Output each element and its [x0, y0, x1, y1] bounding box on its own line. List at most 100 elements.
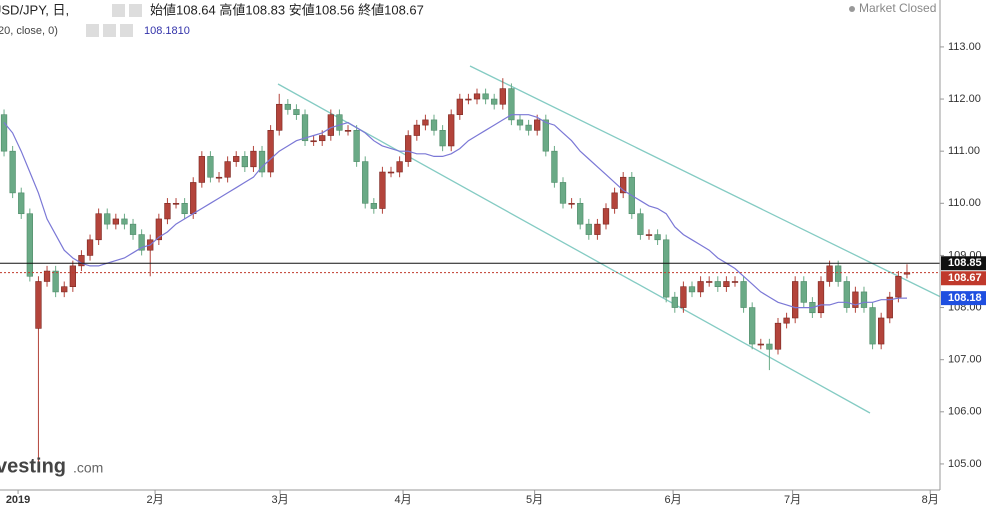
- candle-body: [18, 192, 25, 215]
- candle-body: [680, 286, 687, 308]
- candle-body: [387, 171, 395, 174]
- candle-body: [499, 88, 506, 105]
- candle-body: [534, 119, 541, 131]
- candle-body: [35, 281, 42, 329]
- watermark: vesting: [0, 455, 66, 477]
- candle-body: [95, 213, 102, 241]
- candle-body: [559, 182, 567, 204]
- y-tick-label: 105.00: [948, 458, 982, 470]
- candle-body: [86, 239, 94, 256]
- y-tick-label: 113.00: [948, 41, 981, 53]
- candle-body: [731, 281, 739, 283]
- candle-body: [826, 265, 833, 282]
- candle-body: [69, 265, 76, 288]
- candle-body: [688, 286, 696, 293]
- candle-body: [413, 124, 420, 136]
- candle-body: [568, 202, 575, 205]
- candle-body: [792, 281, 799, 319]
- candle-body: [602, 208, 610, 225]
- candle-body: [843, 281, 850, 308]
- ohlc: 始値108.64 高値108.83 安値108.56 終値108.67: [150, 2, 424, 17]
- candle-body: [344, 130, 352, 132]
- y-tick-label: 111.00: [948, 145, 980, 157]
- candle-body: [396, 161, 403, 173]
- candle-body: [706, 281, 713, 283]
- candle-body: [852, 291, 859, 308]
- candle-body: [78, 255, 85, 267]
- candle-body: [121, 218, 128, 225]
- candle-body: [878, 317, 885, 345]
- y-tick-label: 112.00: [948, 93, 981, 105]
- candle-body: [267, 130, 274, 173]
- candle-body: [448, 114, 455, 147]
- x-tick-label: 7月: [784, 494, 801, 506]
- candle-body: [164, 202, 171, 220]
- candle-body: [860, 291, 868, 308]
- candle-body: [233, 156, 240, 162]
- candle-body: [869, 307, 876, 345]
- watermark-suffix: .com: [73, 460, 103, 476]
- candle-body: [198, 156, 205, 183]
- candle-body: [9, 150, 16, 194]
- candle-body: [482, 93, 489, 100]
- price-tag-label: 108.18: [948, 292, 982, 304]
- candle-body: [620, 176, 627, 194]
- icon[interactable]: [86, 24, 99, 37]
- candle-body: [817, 281, 825, 314]
- candle-body: [207, 156, 214, 178]
- y-tick-label: 106.00: [948, 406, 982, 418]
- candle-body: [757, 343, 764, 346]
- candle-body: [473, 93, 481, 100]
- candle-body: [611, 192, 618, 209]
- candle-body: [241, 156, 248, 168]
- candle-body: [774, 322, 782, 350]
- candle-body: [800, 281, 807, 303]
- candle-body: [430, 119, 438, 131]
- candle-body: [663, 239, 670, 298]
- candle-body: [190, 182, 197, 215]
- x-tick-label: 4月: [394, 494, 411, 506]
- candle-body: [783, 317, 790, 324]
- candle-body: [465, 98, 472, 101]
- trendline: [277, 83, 871, 414]
- candle-body: [284, 103, 291, 110]
- candle-body: [353, 130, 360, 162]
- candle-body: [654, 234, 661, 241]
- candle-body: [542, 119, 549, 152]
- candle-body: [637, 213, 644, 235]
- candle-body: [26, 213, 33, 277]
- icon[interactable]: [112, 4, 125, 17]
- candle-body: [155, 218, 162, 241]
- candle-body: [319, 135, 326, 142]
- candle-body: [491, 98, 498, 105]
- status-dot: [849, 6, 855, 12]
- candle-body: [439, 130, 446, 147]
- icon[interactable]: [120, 24, 133, 37]
- candle-body: [258, 150, 266, 173]
- candle-body: [370, 202, 377, 209]
- candle-body: [577, 202, 584, 225]
- candle-body: [895, 275, 902, 298]
- candle-body: [903, 272, 911, 275]
- icon[interactable]: [129, 4, 142, 17]
- candle-body: [671, 296, 678, 308]
- candle-body: [104, 213, 111, 225]
- moving-average: [3, 114, 908, 309]
- x-tick-label: 6月: [665, 494, 682, 506]
- candle-body: [129, 223, 137, 235]
- candle-body: [250, 150, 257, 168]
- icon[interactable]: [103, 24, 116, 37]
- candle-body: [585, 223, 592, 235]
- x-tick-label: 5月: [526, 494, 543, 506]
- market-status: Market Closed: [859, 1, 936, 15]
- candle-body: [172, 202, 180, 205]
- candle-body: [740, 281, 747, 308]
- candle-body: [714, 281, 721, 288]
- y-tick-label: 110.00: [948, 197, 981, 209]
- candle-body: [181, 202, 188, 215]
- candle-body: [508, 88, 515, 121]
- indicator-value: 108.1810: [144, 25, 190, 37]
- candle-body: [379, 171, 386, 209]
- candle-body: [551, 150, 558, 183]
